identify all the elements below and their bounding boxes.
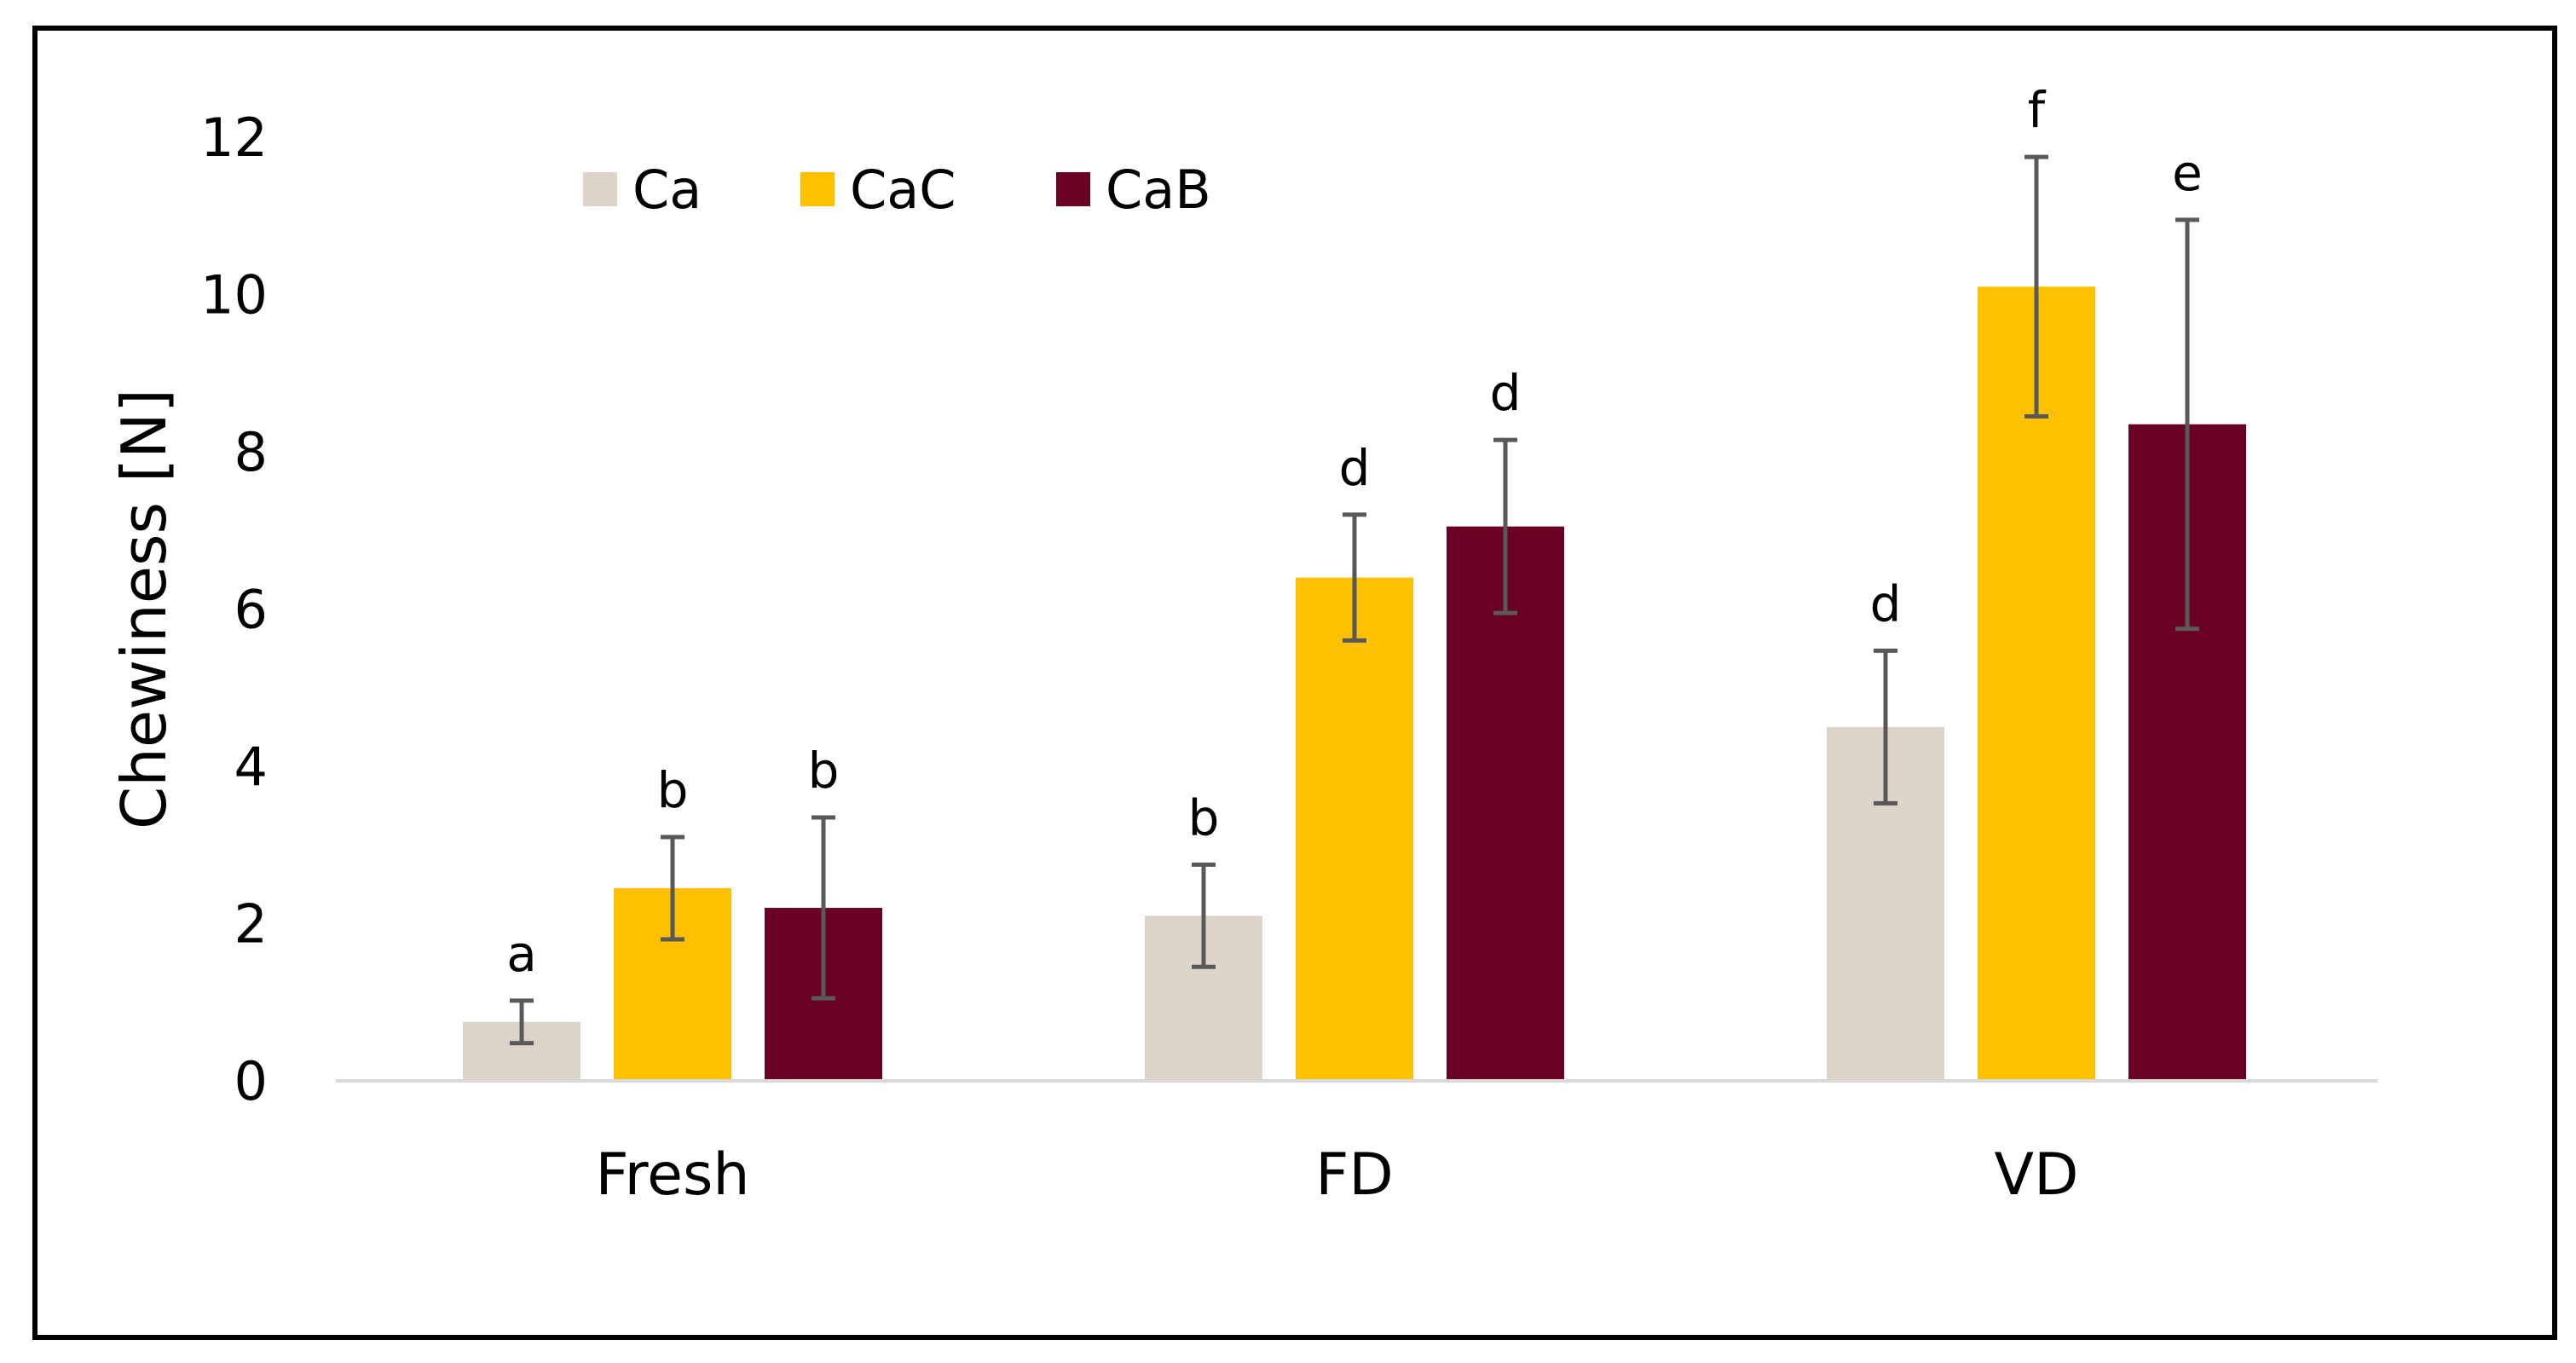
error-bar-cab-vd xyxy=(2175,217,2199,632)
significance-label: a xyxy=(506,925,537,983)
significance-labels: a b d b d f b d e xyxy=(506,81,2203,983)
y-axis-title-group: Chewiness [N] xyxy=(108,389,180,829)
error-bar-cab-fresh xyxy=(811,815,835,1001)
significance-label: b xyxy=(657,761,689,819)
x-category-label: VD xyxy=(1995,1141,2079,1209)
error-bar-ca-fd xyxy=(1192,862,1216,969)
bar-cac-vd xyxy=(1978,286,2095,1081)
legend-item-cac: CaC xyxy=(800,159,956,221)
legend: Ca CaC CaB xyxy=(583,159,1211,221)
error-bars xyxy=(510,154,2199,1046)
significance-label: b xyxy=(808,742,840,800)
y-tick-label: 0 xyxy=(234,1050,268,1112)
bar-cac-fd xyxy=(1296,577,1413,1081)
significance-label: d xyxy=(1490,364,1522,422)
significance-label: d xyxy=(1339,439,1371,497)
significance-label: f xyxy=(2028,81,2047,139)
legend-swatch xyxy=(800,172,835,206)
y-tick-label: 10 xyxy=(200,264,268,326)
y-tick-labels: 0 2 4 6 8 10 12 xyxy=(200,107,268,1112)
legend-item-ca: Ca xyxy=(583,159,702,221)
bar-cab-fd xyxy=(1447,526,1564,1081)
error-bar-cac-vd xyxy=(2024,154,2048,419)
significance-label: e xyxy=(2172,144,2203,202)
legend-item-cab: CaB xyxy=(1056,159,1211,221)
significance-label: d xyxy=(1870,575,1902,632)
y-tick-label: 12 xyxy=(200,107,268,169)
category-labels: Fresh FD VD xyxy=(596,1141,2079,1209)
significance-label: b xyxy=(1188,788,1220,846)
legend-swatch xyxy=(1056,172,1090,206)
legend-swatch xyxy=(583,172,617,206)
error-bar-ca-fresh xyxy=(510,998,534,1046)
error-bar-cac-fresh xyxy=(661,835,684,942)
legend-label: CaC xyxy=(850,159,956,221)
x-category-label: Fresh xyxy=(596,1141,750,1209)
error-bar-cab-fd xyxy=(1493,437,1517,615)
error-bar-cac-fd xyxy=(1343,512,1366,643)
legend-label: Ca xyxy=(632,159,702,221)
error-bar-ca-vd xyxy=(1874,648,1897,806)
bars xyxy=(463,286,2246,1081)
x-category-label: FD xyxy=(1315,1141,1393,1209)
y-tick-label: 2 xyxy=(234,893,268,956)
y-tick-label: 6 xyxy=(234,579,268,641)
legend-label: CaB xyxy=(1106,159,1211,221)
y-tick-label: 4 xyxy=(234,736,268,798)
y-axis-title: Chewiness [N] xyxy=(108,389,180,829)
y-tick-label: 8 xyxy=(234,421,268,483)
